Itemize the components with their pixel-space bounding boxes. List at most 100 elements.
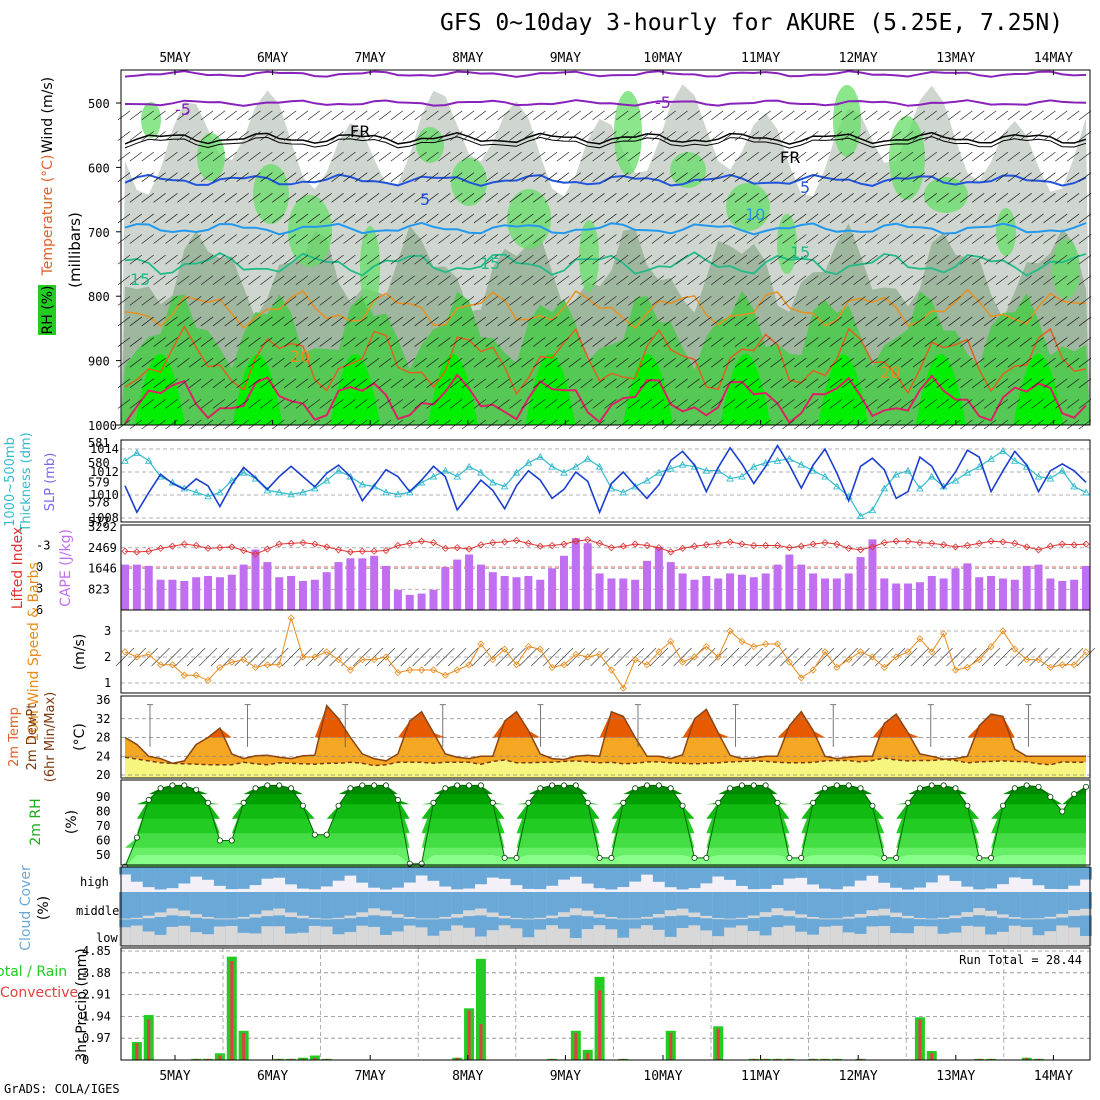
wind-barb: [438, 254, 451, 265]
cloud-low-gap: [213, 926, 226, 946]
wind-barb: [341, 647, 360, 667]
wind-barb: [639, 357, 653, 368]
wind-barb: [426, 213, 439, 224]
wind-barb: [115, 647, 135, 667]
wind-barb: [722, 316, 736, 327]
lifted-point: [1046, 542, 1054, 550]
date-label-bottom: 9MAY: [550, 1069, 581, 1084]
wind-barb: [900, 337, 914, 347]
wind-barb: [402, 275, 415, 286]
cloud-mid: [700, 892, 713, 920]
wind-barb: [803, 647, 823, 667]
wind-barb: [580, 275, 593, 286]
wind-barb: [165, 254, 178, 265]
wind-barb: [924, 296, 937, 306]
wind-barb: [841, 316, 854, 327]
wind-barb: [307, 110, 321, 121]
wind-barb: [983, 399, 997, 409]
wind-barb: [697, 647, 716, 667]
wind-barb: [355, 296, 368, 306]
rh-point: [394, 796, 401, 803]
thickness-point: [441, 466, 450, 474]
wind-barb: [1031, 357, 1044, 368]
thickness-point: [1070, 482, 1078, 490]
precip-conv-bar: [467, 1010, 471, 1060]
wind-barb: [900, 357, 914, 368]
lifted-point: [548, 541, 556, 550]
wind-barb: [829, 399, 843, 409]
wind-barb: [805, 151, 819, 162]
wind-barb: [1019, 213, 1032, 224]
cloud-mid-gap: [403, 916, 416, 919]
cloud-high: [771, 867, 784, 885]
thickness-point: [239, 468, 248, 476]
wind-barb: [758, 337, 771, 347]
wind-barb: [746, 172, 760, 182]
cloud-high: [913, 867, 926, 888]
wind-barb: [331, 357, 344, 368]
wind-point: [631, 656, 639, 664]
precip-conv-bar: [550, 1058, 554, 1060]
wind-barb: [687, 193, 700, 203]
wind-barb: [1055, 193, 1068, 203]
wind-barb: [272, 254, 285, 265]
rh-point: [620, 799, 627, 806]
thickness-point: [987, 454, 995, 462]
rh-frame: [120, 779, 1091, 866]
date-label-bottom: 13MAY: [936, 1069, 975, 1084]
precip-conv-bar: [811, 1058, 815, 1060]
wind-barb: [592, 399, 605, 409]
rh-point: [145, 796, 152, 803]
lifted-point: [501, 538, 509, 546]
lifted-point: [228, 543, 236, 551]
cloud-low-gap: [830, 925, 843, 946]
wind-barb: [817, 399, 831, 409]
cloud-high: [842, 867, 855, 887]
cloud-low-gap: [261, 926, 274, 946]
wind-point: [619, 684, 627, 692]
wind-barb: [153, 378, 166, 389]
wind-barb: [366, 399, 380, 409]
wind-barb: [936, 193, 949, 203]
lifted-point: [204, 544, 212, 552]
wind-barb: [865, 234, 878, 244]
wind-barb: [687, 296, 700, 306]
wind-barb: [402, 193, 415, 203]
wind-barb: [461, 337, 475, 347]
wind-barb: [746, 378, 760, 389]
wind-barb: [212, 357, 226, 368]
wind-barb: [343, 172, 356, 182]
precip-conv-bar: [289, 1058, 293, 1060]
cloud-high: [546, 867, 559, 886]
wind-barb: [616, 110, 629, 121]
pressure-tick: 500: [88, 97, 110, 111]
wind-barb: [438, 296, 451, 306]
cloud-mid-gap: [913, 917, 926, 920]
wind-barb: [509, 399, 522, 409]
wind-barb: [758, 399, 771, 409]
wind-barb: [129, 357, 143, 368]
wind-barb: [580, 378, 593, 389]
thickness-point: [928, 472, 936, 480]
wind-barb: [449, 213, 463, 224]
cape-bar: [654, 546, 663, 610]
wind-barb: [165, 316, 178, 327]
wind-point: [857, 648, 865, 656]
wind-barb: [592, 378, 605, 389]
contour-label: 5: [420, 190, 430, 209]
wind-barb: [853, 151, 866, 162]
thickness-point: [1082, 488, 1090, 496]
wind-barb: [592, 110, 605, 121]
wind-barb: [912, 399, 926, 409]
cloud-mid: [320, 892, 333, 920]
wind-point: [963, 663, 971, 671]
thickness-point: [524, 458, 533, 466]
wind-barb: [378, 213, 392, 224]
cloud-low-gap: [178, 925, 191, 946]
wind-barb: [165, 151, 178, 162]
lifted-point: [311, 540, 319, 548]
wind-barb: [509, 110, 522, 121]
wind-barb: [865, 151, 878, 162]
cape-bar: [227, 574, 236, 610]
cloud-level-low: low: [96, 931, 118, 945]
